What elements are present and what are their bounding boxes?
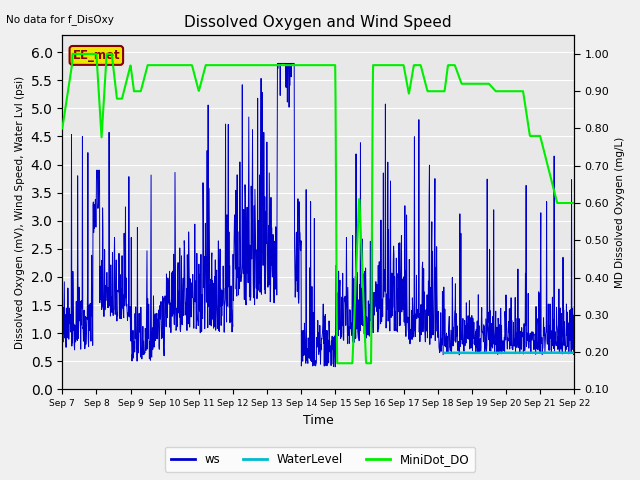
Title: Dissolved Oxygen and Wind Speed: Dissolved Oxygen and Wind Speed — [184, 15, 452, 30]
Legend: ws, WaterLevel, MiniDot_DO: ws, WaterLevel, MiniDot_DO — [165, 447, 475, 472]
Text: No data for f_DisOxy: No data for f_DisOxy — [6, 14, 115, 25]
Y-axis label: Dissolved Oxygen (mV), Wind Speed, Water Lvl (psi): Dissolved Oxygen (mV), Wind Speed, Water… — [15, 76, 25, 349]
X-axis label: Time: Time — [303, 414, 333, 427]
Text: EE_met: EE_met — [72, 49, 120, 62]
Y-axis label: MD Dissolved Oxygen (mg/L): MD Dissolved Oxygen (mg/L) — [615, 137, 625, 288]
